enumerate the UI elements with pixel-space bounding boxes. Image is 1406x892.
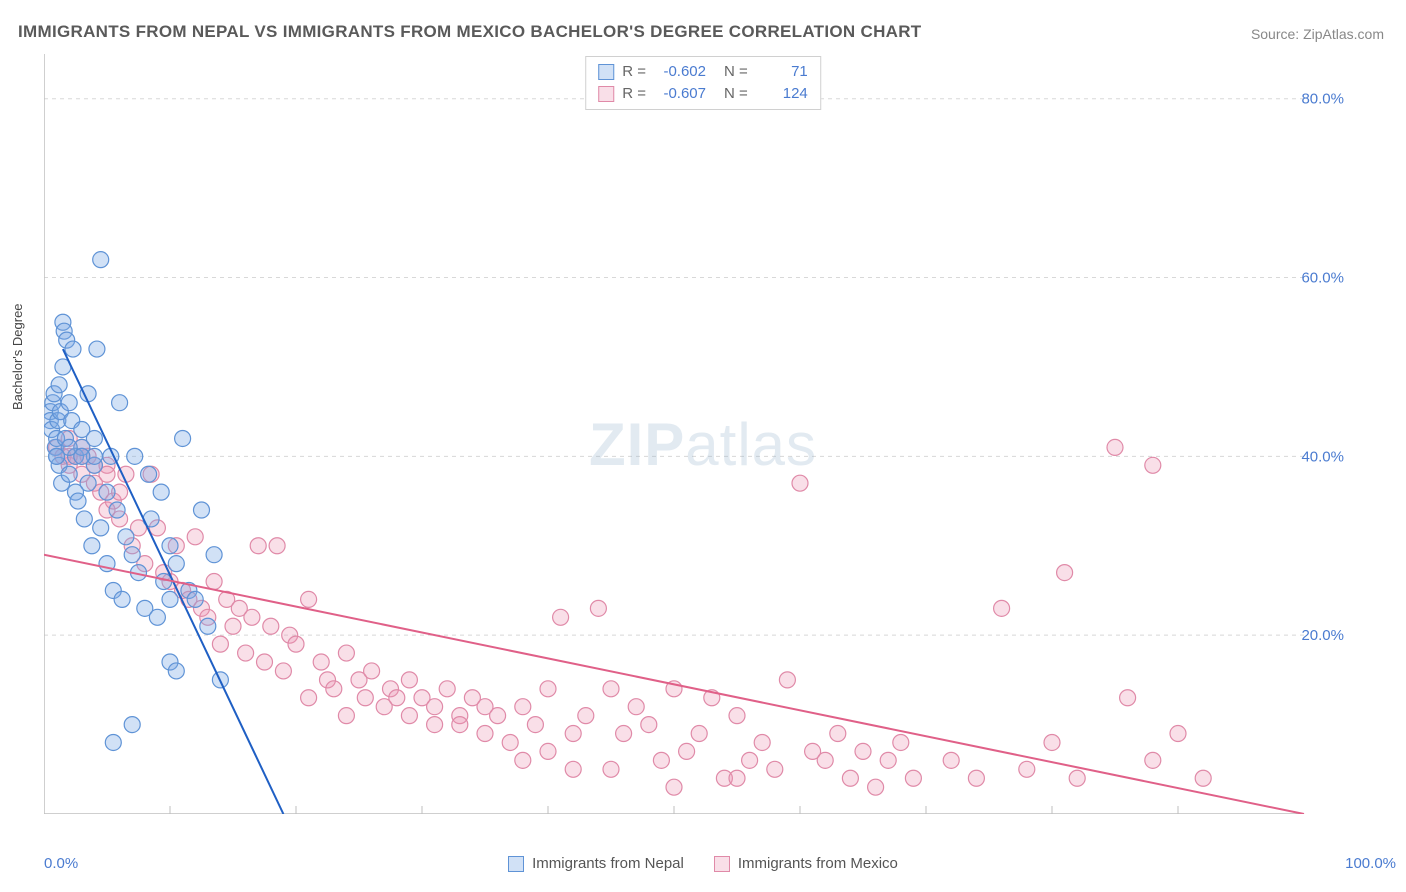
scatter-chart: 20.0% 40.0% 60.0% 80.0% <box>44 54 1354 814</box>
legend-swatch-mexico <box>714 856 730 872</box>
legend-swatch-nepal <box>508 856 524 872</box>
svg-text:60.0%: 60.0% <box>1301 270 1344 287</box>
svg-text:40.0%: 40.0% <box>1301 448 1344 465</box>
legend-label-mexico: Immigrants from Mexico <box>738 855 898 872</box>
legend-swatch-mexico <box>598 86 614 102</box>
legend-n-value-mexico: 124 <box>756 83 808 105</box>
chart-area: 20.0% 40.0% 60.0% 80.0% <box>44 54 1354 814</box>
legend-r-label: R = <box>622 61 646 83</box>
svg-text:20.0%: 20.0% <box>1301 627 1344 644</box>
legend-r-label: R = <box>622 83 646 105</box>
y-axis-label: Bachelor's Degree <box>10 303 25 410</box>
legend-item-nepal: Immigrants from Nepal <box>508 855 684 872</box>
legend-row-nepal: R = -0.602 N = 71 <box>598 61 808 83</box>
legend-n-label: N = <box>724 83 748 105</box>
legend-item-mexico: Immigrants from Mexico <box>714 855 898 872</box>
legend-label-nepal: Immigrants from Nepal <box>532 855 684 872</box>
legend-r-value-nepal: -0.602 <box>654 61 706 83</box>
source-attribution: Source: ZipAtlas.com <box>1251 26 1384 42</box>
legend-row-mexico: R = -0.607 N = 124 <box>598 83 808 105</box>
correlation-legend: R = -0.602 N = 71 R = -0.607 N = 124 <box>585 56 821 110</box>
legend-swatch-nepal <box>598 64 614 80</box>
legend-n-value-nepal: 71 <box>756 61 808 83</box>
legend-n-label: N = <box>724 61 748 83</box>
series-legend: Immigrants from Nepal Immigrants from Me… <box>0 855 1406 872</box>
svg-text:80.0%: 80.0% <box>1301 91 1344 108</box>
legend-r-value-mexico: -0.607 <box>654 83 706 105</box>
chart-title: IMMIGRANTS FROM NEPAL VS IMMIGRANTS FROM… <box>18 22 922 42</box>
